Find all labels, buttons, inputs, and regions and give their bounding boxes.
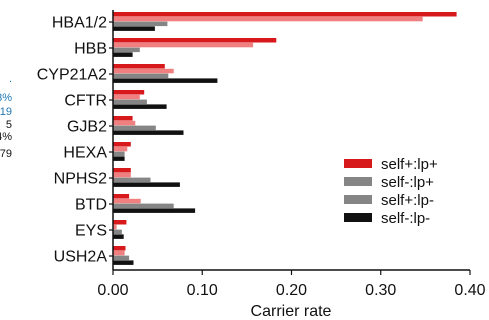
legend-label: self+:lp-: [381, 192, 434, 209]
bar-hba1-2-series-2: [113, 16, 423, 22]
bar-hexa-series-1: [113, 142, 131, 147]
bar-nphs2-series-1: [113, 168, 131, 173]
bar-cftr-series-2: [113, 94, 140, 100]
bar-eys-series-2: [113, 224, 117, 230]
bar-gjb2-series-4: [113, 130, 184, 135]
category-label: HBA1/2: [52, 15, 107, 32]
category-label: HBB: [74, 41, 107, 58]
bar-hba1-2-series-4: [113, 26, 155, 31]
x-tick-label: 0.40: [454, 282, 485, 299]
bar-eys-series-3: [113, 229, 122, 235]
cropped-annotation-fragment: 419: [0, 106, 12, 118]
legend-swatch: [344, 195, 372, 204]
bar-cyp21a2-series-1: [113, 64, 165, 69]
bar-ush2a-series-4: [113, 260, 134, 265]
x-tick-label: 0.10: [187, 282, 218, 299]
x-tick-label: 0.30: [365, 282, 396, 299]
bar-hbb-series-2: [113, 42, 254, 48]
bars-group: [113, 12, 457, 265]
cropped-annotation-fragment: 2.3%: [0, 92, 12, 104]
bar-cyp21a2-series-2: [113, 68, 174, 74]
bar-gjb2-series-1: [113, 116, 133, 121]
bar-hbb-series-4: [113, 52, 133, 57]
x-ticks: 0.00 0.10 0.20 0.30 0.40: [97, 270, 486, 299]
x-tick-label: 0.20: [276, 282, 307, 299]
axes-group: [112, 10, 470, 271]
legend: self+:lp+self-:lp+self+:lp-self-:lp-: [344, 156, 438, 227]
legend-swatch: [344, 159, 372, 168]
legend-swatch: [344, 177, 372, 186]
bar-btd-series-4: [113, 208, 196, 213]
bar-hexa-series-4: [113, 156, 125, 161]
bar-hexa-series-2: [113, 146, 128, 152]
bar-btd-series-3: [113, 203, 174, 209]
bar-cyp21a2-series-4: [113, 78, 218, 83]
bar-btd-series-2: [113, 198, 141, 204]
category-label: GJB2: [67, 119, 107, 136]
bar-nphs2-series-3: [113, 177, 151, 183]
bar-ush2a-series-3: [113, 255, 130, 261]
bar-eys-series-1: [113, 220, 127, 225]
bar-cftr-series-3: [113, 99, 147, 105]
bar-btd-series-1: [113, 194, 130, 199]
category-label: USH2A: [54, 249, 108, 266]
category-label: HEXA: [63, 145, 107, 162]
legend-label: self-:lp+: [381, 174, 434, 191]
cropped-annotation-fragment: 0.4%: [0, 131, 12, 143]
legend-label: self+:lp+: [381, 156, 438, 173]
bar-nphs2-series-2: [113, 172, 131, 178]
bar-hba1-2-series-1: [113, 12, 457, 17]
legend-swatch: [344, 213, 372, 222]
bar-ush2a-series-2: [113, 250, 125, 256]
category-labels: HBA1/2 HBB CYP21A2 CFTR GJB2 HEXA NPHS2 BTD EYS U…: [37, 15, 113, 266]
category-label: CYP21A2: [37, 67, 107, 84]
cropped-annotation-fragment: 79: [0, 148, 12, 160]
bar-gjb2-series-2: [113, 120, 136, 126]
bar-nphs2-series-4: [113, 182, 180, 187]
category-label: BTD: [75, 197, 107, 214]
bar-eys-series-4: [113, 234, 124, 239]
legend-label: self-:lp-: [381, 210, 430, 227]
x-tick-label: 0.00: [97, 282, 128, 299]
bar-cftr-series-1: [113, 90, 145, 95]
bar-cyp21a2-series-3: [113, 73, 169, 79]
bar-hexa-series-3: [113, 151, 125, 157]
category-label: CFTR: [64, 93, 107, 110]
cropped-left-annotations: . 2.3% 41950.4% 79: [0, 73, 12, 160]
category-label: NPHS2: [54, 171, 107, 188]
bar-hbb-series-1: [113, 38, 277, 43]
cropped-annotation-fragment: .: [9, 73, 12, 85]
bar-gjb2-series-3: [113, 125, 156, 131]
bar-hba1-2-series-3: [113, 21, 168, 27]
x-axis-title: Carrier rate: [251, 303, 332, 320]
bar-hbb-series-3: [113, 47, 140, 53]
bar-ush2a-series-1: [113, 246, 126, 251]
category-label: EYS: [75, 223, 107, 240]
bar-cftr-series-4: [113, 104, 167, 109]
cropped-annotation-fragment: 5: [6, 119, 12, 131]
